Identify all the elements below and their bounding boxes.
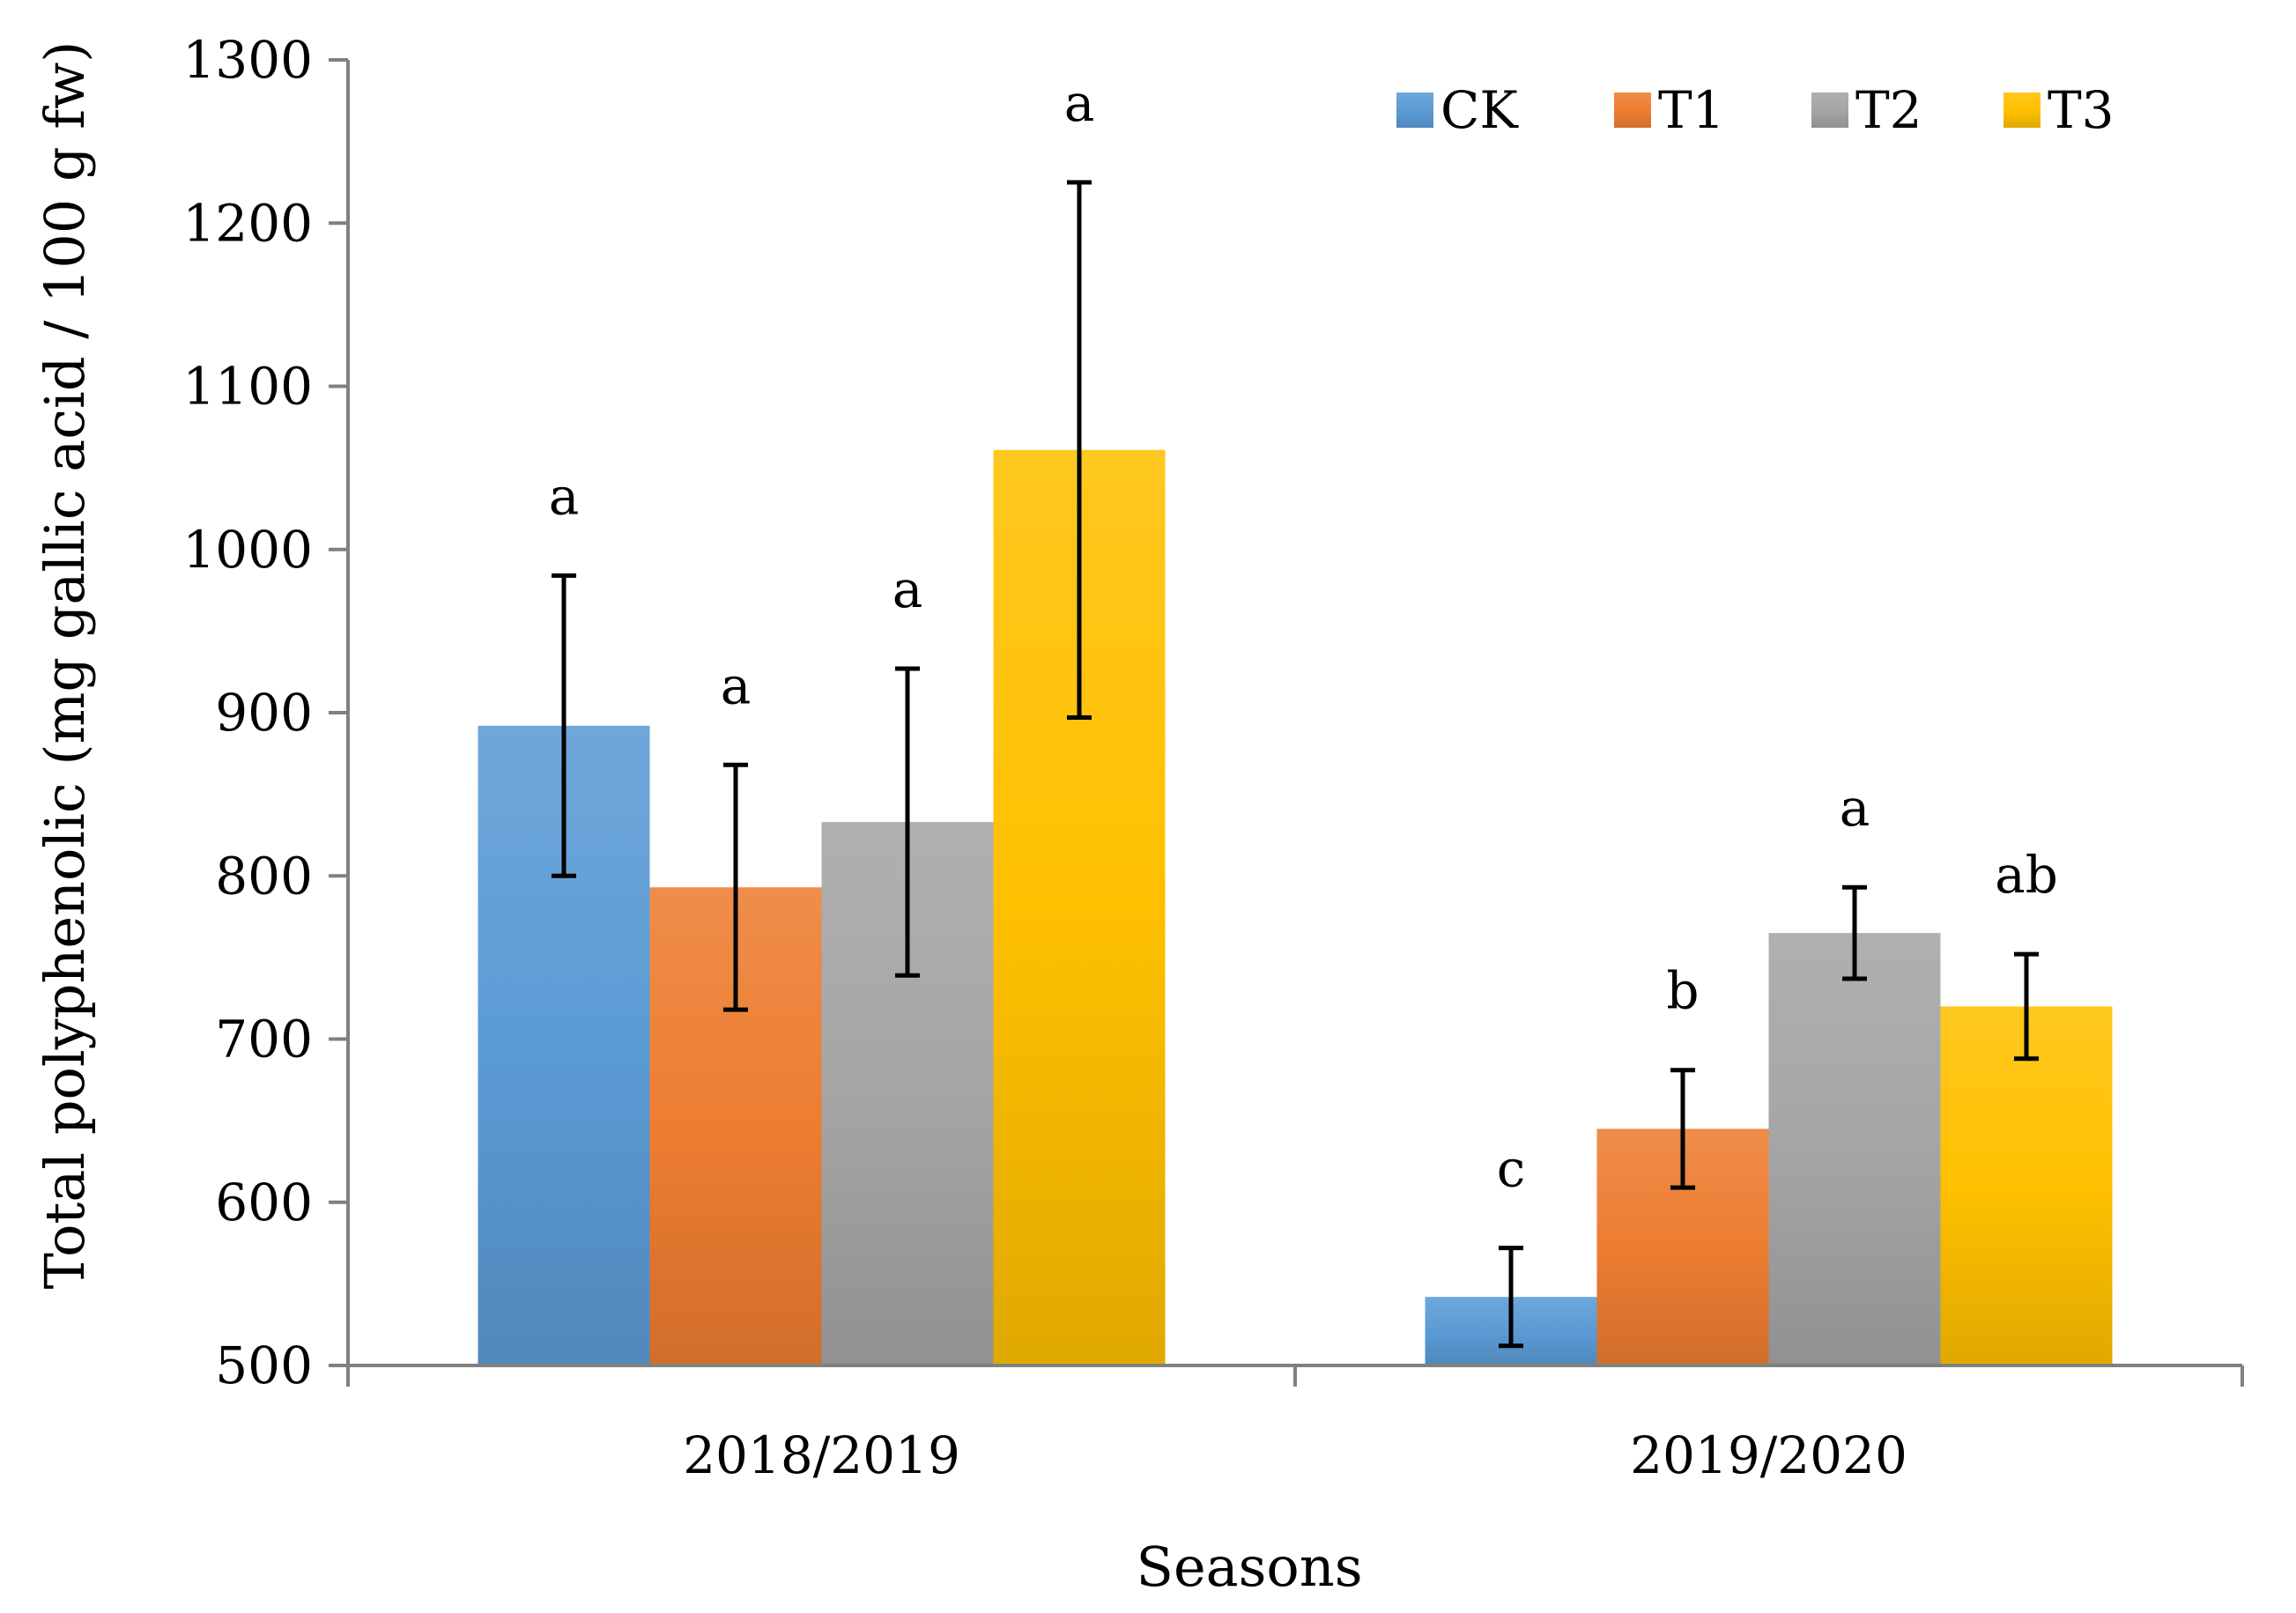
- significance-letter-t1-2: b: [1666, 961, 1699, 1021]
- y-tick-label: 1300: [182, 30, 313, 90]
- significance-letter-ck-1: a: [549, 466, 580, 526]
- error-bar-ck-1: [552, 573, 576, 878]
- legend-swatch: [1396, 92, 1433, 128]
- significance-letter-t2-1: a: [892, 559, 923, 619]
- axes-layer: 2018/2019 2019/2020 500 600 700 800 900 1000 110…: [182, 30, 2244, 1485]
- y-tick-label: 1000: [182, 520, 313, 580]
- legend-label: T1: [1658, 80, 1725, 140]
- error-bar-t1-2: [1670, 1068, 1695, 1190]
- y-tick-label: 600: [215, 1173, 313, 1232]
- y-tick-label: 700: [215, 1010, 313, 1069]
- legend-label: CK: [1441, 80, 1519, 140]
- error-bar-t2-1: [895, 666, 920, 978]
- error-bar-t3-1: [1067, 180, 1092, 721]
- significance-letters-layer: a a a a c b a ab: [549, 73, 2058, 1199]
- y-tick-label: 500: [215, 1336, 313, 1395]
- legend-label: T2: [1855, 80, 1922, 140]
- significance-letter-t3-1: a: [1064, 73, 1095, 133]
- legend-swatch: [2003, 92, 2040, 128]
- x-tick-label: 2019/2020: [1630, 1425, 1907, 1485]
- legend-swatch: [1811, 92, 1848, 128]
- bars-layer: [478, 449, 2113, 1365]
- legend-swatch: [1614, 92, 1651, 128]
- error-bar-t1-1: [723, 762, 748, 1012]
- legend-item-t3: T3: [2003, 80, 2115, 140]
- legend-item-t1: T1: [1614, 80, 1725, 140]
- y-axis-title: Total polyphenolic (mg gallic acid / 100…: [33, 41, 97, 1290]
- bar-t2-2: [1768, 933, 1941, 1365]
- significance-letter-t3-2: ab: [1995, 845, 2058, 905]
- x-axis-title: Seasons: [1136, 1535, 1362, 1599]
- significance-letter-ck-2: c: [1497, 1139, 1525, 1199]
- legend: CK T1 T2 T3: [1396, 80, 2115, 140]
- error-bar-t3-2: [2014, 951, 2039, 1062]
- significance-letter-t1-1: a: [721, 655, 752, 715]
- y-tick-label: 1200: [182, 193, 313, 253]
- error-bars-layer: [552, 180, 2039, 1349]
- error-bar-t2-2: [1842, 884, 1867, 981]
- x-tick-label: 2018/2019: [683, 1425, 960, 1485]
- y-tick-label: 900: [215, 683, 313, 743]
- y-tick-label: 800: [215, 846, 313, 906]
- legend-item-t2: T2: [1811, 80, 1922, 140]
- legend-label: T3: [2048, 80, 2115, 140]
- bar-t3-2: [1940, 1006, 2113, 1365]
- error-bar-ck-2: [1499, 1246, 1523, 1349]
- y-tick-label: 1100: [182, 357, 313, 417]
- significance-letter-t2-2: a: [1840, 778, 1870, 838]
- legend-item-ck: CK: [1396, 80, 1519, 140]
